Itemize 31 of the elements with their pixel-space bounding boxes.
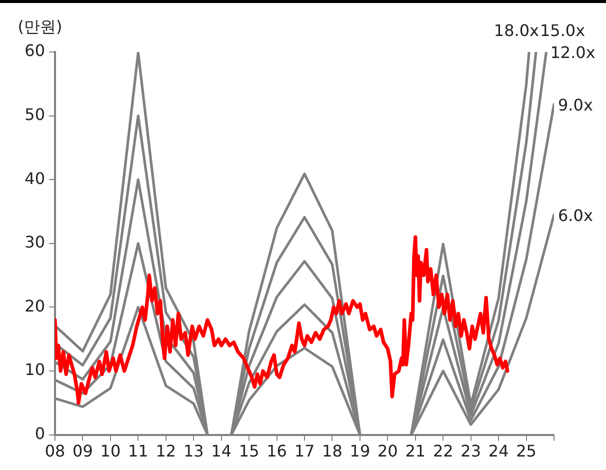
- x-tick-label: 08: [44, 442, 66, 461]
- y-tick-label: 40: [24, 168, 45, 188]
- y-tick-label: 20: [24, 296, 45, 316]
- series-label: 18.0x: [494, 21, 539, 40]
- x-tick-label: 11: [128, 442, 148, 461]
- x-tick-label: 24: [488, 442, 509, 461]
- series-label: 9.0x: [558, 95, 593, 114]
- x-tick-label: 17: [294, 442, 315, 461]
- y-tick-label: 30: [24, 232, 45, 252]
- x-tick-label: 22: [432, 442, 454, 461]
- x-tick-label: 10: [100, 442, 121, 461]
- series-label: 6.0x: [558, 206, 593, 225]
- y-tick-label: 60: [24, 41, 45, 60]
- x-tick-label: 14: [211, 442, 232, 461]
- y-tick-label: 10: [24, 360, 45, 380]
- x-tick-label: 09: [72, 442, 93, 461]
- x-tick-label: 18: [322, 442, 342, 461]
- x-tick-label: 20: [377, 442, 398, 461]
- x-tick-label: 13: [183, 442, 204, 461]
- y-axis-title: (만원): [18, 17, 62, 36]
- y-tick-label: 50: [24, 104, 45, 124]
- x-tick-label: 23: [460, 442, 482, 461]
- x-tick-label: 19: [350, 442, 370, 461]
- x-tick-label: 15: [238, 442, 260, 461]
- series-label: 12.0x: [550, 43, 596, 62]
- x-tick-label: 25: [516, 442, 536, 461]
- x-tick-label: 16: [266, 442, 287, 461]
- x-tick-label: 21: [405, 442, 426, 461]
- x-tick-label: 12: [156, 442, 176, 461]
- y-tick-label: 0: [34, 424, 45, 443]
- series-label: 15.0x: [540, 21, 586, 40]
